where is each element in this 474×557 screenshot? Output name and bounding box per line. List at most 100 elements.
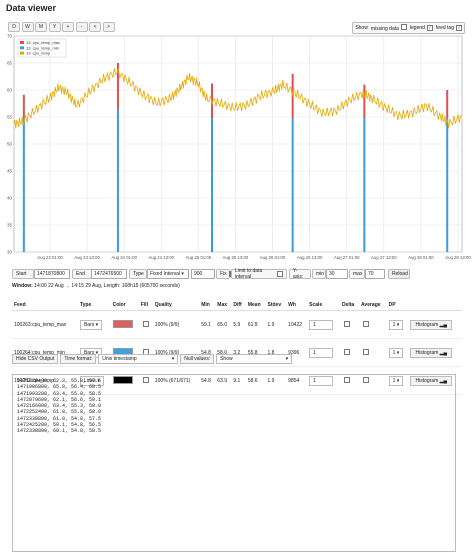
time-format-label: Time format:: [60, 354, 97, 364]
ymax-label: max: [349, 269, 365, 279]
nav-button-7[interactable]: >: [102, 22, 115, 32]
hide-csv-button[interactable]: Hide CSV Output: [12, 354, 59, 364]
legend-entry: 13: cpu_temp: [26, 51, 51, 56]
wh-value: 10422: [286, 310, 308, 339]
column-header: Diff: [231, 300, 246, 311]
min-bar: [116, 109, 119, 252]
quality: 100% (671/671): [152, 366, 200, 395]
min-bar: [22, 118, 25, 252]
y-tick-label: 65: [7, 61, 13, 66]
color-swatch[interactable]: [110, 310, 139, 339]
interval-input[interactable]: 900: [191, 269, 215, 279]
feed-row: 100263:cpu_temp_max Bars ▾ 100% (9/9) 59.1 6…: [12, 310, 462, 339]
delta-checkbox[interactable]: [339, 310, 359, 339]
dp-select[interactable]: 1 ▾: [386, 310, 409, 339]
x-tick-label: Aug 28 01:00: [408, 255, 434, 260]
min-bar: [363, 118, 366, 252]
nav-button-5[interactable]: -: [75, 22, 88, 32]
legend-box: [17, 38, 67, 58]
x-tick-label: Aug 27 13:00: [371, 255, 397, 260]
type-select[interactable]: Bars ▾: [77, 310, 111, 339]
min-value: 54.8: [199, 366, 216, 395]
limit-interval-toggle[interactable]: Limit to data interval: [231, 268, 287, 280]
x-tick-label: Aug 26 01:00: [260, 255, 286, 260]
feed-row: 100262:cpu_temp Lines ▾ 100% (671/671) 54.8…: [12, 366, 462, 395]
histogram-button[interactable]: Histogram ▂▄: [408, 338, 462, 367]
dp-select[interactable]: 1 ▾: [386, 366, 409, 395]
column-header: DP: [386, 300, 409, 311]
delta-checkbox[interactable]: [339, 366, 359, 395]
csv-output[interactable]: 1471820400, 62.3, 55.8, 57.5 1471906800,…: [12, 374, 456, 552]
min-value: 59.1: [199, 310, 216, 339]
min-bar: [446, 118, 449, 252]
x-tick-label: Aug 28 13:00: [445, 255, 471, 260]
column-header: Stdev: [265, 300, 287, 311]
fill-checkbox[interactable]: [138, 310, 153, 339]
feed-row: 100264:cpu_temp_min Bars ▾ 100% (9/9) 54.8 5…: [12, 338, 462, 367]
null-values-select[interactable]: Show ▾: [216, 354, 293, 364]
scale-input[interactable]: 1: [307, 310, 340, 339]
end-input[interactable]: 1472476500: [91, 269, 127, 279]
mean-value: 61.9: [245, 310, 266, 339]
fix-toggle[interactable]: Fix: [216, 269, 231, 279]
y-tick-label: 60: [7, 88, 13, 93]
average-checkbox[interactable]: [358, 366, 387, 395]
type-select[interactable]: Fixed Interval ▾: [147, 269, 189, 279]
quality: 100% (9/9): [152, 310, 200, 339]
legend-entry: 13: cpu_temp_min: [26, 45, 59, 50]
column-header: Quality: [152, 300, 200, 311]
reload-button[interactable]: Reload: [388, 269, 410, 279]
column-header: Fill: [138, 300, 153, 311]
nav-button-4[interactable]: +: [62, 22, 74, 32]
time-format-select[interactable]: Unix timestamp ▾: [98, 354, 179, 364]
scale-input[interactable]: 1: [307, 338, 340, 367]
max-bar: [446, 90, 449, 119]
y-tick-label: 70: [7, 34, 13, 39]
legend-entry: 13: cpu_temp_max: [26, 40, 60, 45]
legend-toggle[interactable]: legend: [410, 25, 433, 31]
ymin-input[interactable]: 30: [326, 269, 348, 279]
nav-button-1[interactable]: W: [21, 22, 34, 32]
data-chart[interactable]: 70 65 60 55 50 45 40 35 30 Aug 23 01:00 Aug 23 13:…: [0, 34, 474, 264]
nav-button-6[interactable]: <: [89, 22, 101, 32]
y-tick-label: 45: [7, 169, 13, 174]
average-checkbox[interactable]: [358, 338, 387, 367]
column-header: Feed: [12, 300, 78, 311]
view-options: Show missing data legend feed tag: [352, 22, 465, 34]
dp-select[interactable]: 1 ▾: [386, 338, 409, 367]
legend-swatch: [20, 51, 24, 55]
fill-checkbox[interactable]: [138, 366, 153, 395]
y-tick-label: 50: [7, 142, 13, 147]
column-header: Delta: [339, 300, 359, 311]
column-header: Max: [215, 300, 232, 311]
ymax-input[interactable]: 70: [365, 269, 385, 279]
type-label: Type: [129, 269, 147, 279]
feed-name: 100262:cpu_temp: [12, 366, 78, 395]
type-select[interactable]: Lines ▾: [77, 366, 111, 395]
histogram-button[interactable]: Histogram ▂▄: [408, 366, 462, 395]
null-values-label: Null values:: [180, 354, 215, 364]
nav-button-3[interactable]: Y: [48, 22, 61, 32]
column-header: Scale: [307, 300, 340, 311]
nav-button-0[interactable]: D: [8, 22, 20, 32]
feeds-table: Feed Type Color Fill Quality Min Max Diff Mean St…: [12, 300, 462, 395]
column-header: Wh: [286, 300, 308, 311]
histogram-button[interactable]: Histogram ▂▄: [408, 310, 462, 339]
feed-name: 100263:cpu_temp_max: [12, 310, 78, 339]
scale-input[interactable]: 1: [307, 366, 340, 395]
x-tick-label: Aug 24 01:00: [111, 255, 137, 260]
delta-checkbox[interactable]: [339, 338, 359, 367]
x-tick-label: Aug 26 13:00: [297, 255, 323, 260]
missing-data-toggle[interactable]: missing data: [371, 24, 407, 32]
mean-value: 58.6: [245, 366, 266, 395]
max-value: 65.0: [215, 310, 232, 339]
column-header: Average: [358, 300, 387, 311]
window-info: Window: 14:00 22 Aug → 14:15 29 Aug, Len…: [12, 283, 180, 289]
color-swatch[interactable]: [110, 366, 139, 395]
y-tick-label: 35: [7, 223, 13, 228]
start-input[interactable]: 1471870800: [34, 269, 70, 279]
nav-button-2[interactable]: M: [35, 22, 47, 32]
feed-tag-toggle[interactable]: feed tag: [436, 25, 462, 31]
wh-value: 9854: [286, 366, 308, 395]
average-checkbox[interactable]: [358, 310, 387, 339]
